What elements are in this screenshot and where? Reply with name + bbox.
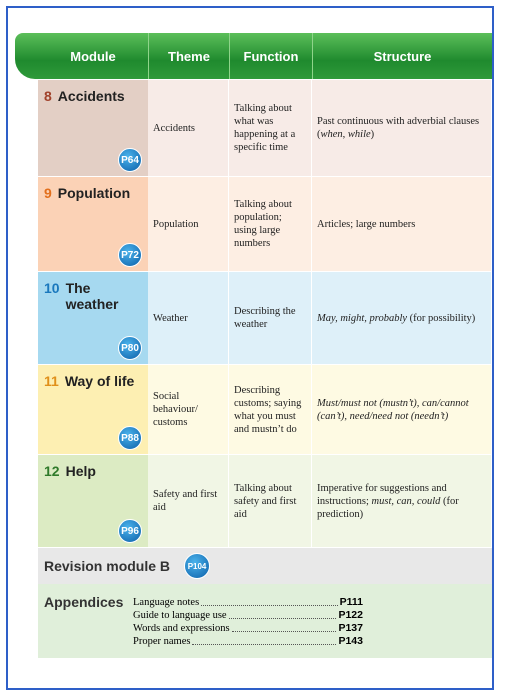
header-band [15, 33, 492, 79]
appendix-label: Language notes [133, 597, 200, 608]
appendix-entry: Words and expressions P137 [133, 622, 363, 635]
leader-dots [201, 596, 338, 606]
page-badge: P64 [118, 148, 142, 172]
structure-cell: Past continuous with adverbial clauses (… [312, 80, 492, 177]
page-badge: P96 [118, 519, 142, 543]
leader-dots [231, 622, 337, 632]
page-badge: P104 [184, 553, 211, 579]
appendix-label: Proper names [133, 636, 191, 647]
theme-cell: Social behaviour/ customs [148, 365, 229, 455]
leader-dots [228, 609, 337, 619]
function-cell: Describing customs; saying what you must… [229, 365, 312, 455]
page-badge: P80 [118, 336, 142, 360]
theme-cell: Safety and first aid [148, 455, 229, 548]
structure-text: Must/must not (mustn’t), can/cannot (can… [317, 397, 486, 423]
module-number: 11 [44, 373, 59, 389]
module-number: 8 [44, 88, 52, 104]
appendix-entry: Proper names P143 [133, 635, 363, 648]
leader-dots [192, 635, 337, 645]
structure-cell: Articles; large numbers [312, 177, 492, 272]
module-number: 12 [44, 463, 60, 479]
structure-segment: must, can, could [371, 495, 441, 507]
structure-text: Past continuous with adverbial clauses (… [317, 115, 486, 141]
structure-segment: Must/must not (mustn’t), can/cannot (can… [317, 397, 469, 422]
appendix-page: P143 [338, 635, 363, 647]
structure-cell: Imperative for suggestions and instructi… [312, 455, 492, 548]
module-cell: 8 Accidents [38, 80, 148, 177]
structure-segment: Imperative for suggestions and instructi… [317, 482, 447, 507]
module-title: The weather [65, 280, 119, 312]
module-title: Population [57, 185, 131, 201]
module-number: 10 [44, 280, 60, 296]
structure-cell: May, might, probably (for possibility) [312, 272, 492, 365]
structure-text: Imperative for suggestions and instructi… [317, 482, 486, 521]
structure-segment: , [342, 129, 348, 140]
structure-segment: Past continuous with adverbial clauses ( [317, 116, 480, 140]
function-cell: Describing the weather [229, 272, 312, 365]
structure-cell: Must/must not (mustn’t), can/cannot (can… [312, 365, 492, 455]
module-title: Accidents [57, 88, 125, 104]
module-title: Help [65, 463, 96, 479]
structure-segment: ) [370, 129, 375, 140]
column-header: Theme [148, 33, 229, 79]
theme-cell: Accidents [148, 80, 229, 177]
structure-segment: Articles; large numbers [317, 218, 416, 230]
appendix-page: P111 [339, 596, 363, 608]
appendix-label: Words and expressions [133, 623, 230, 634]
structure-segment: (for possibility) [407, 312, 476, 324]
page-badge: P72 [118, 243, 142, 267]
function-cell: Talking about safety and first aid [229, 455, 312, 548]
appendices-row: Appendices Language notes P111 Guide to lan… [38, 584, 492, 658]
structure-text: May, might, probably (for possibility) [317, 312, 475, 325]
structure-text: Articles; large numbers [317, 218, 415, 231]
function-cell: Talking about what was happening at a sp… [229, 80, 312, 177]
frame [6, 6, 494, 690]
column-header: Function [229, 33, 312, 79]
appendix-page: P137 [338, 622, 363, 634]
module-title: Way of life [64, 373, 135, 389]
structure-segment: while [347, 129, 371, 140]
appendix-label: Guide to language use [133, 610, 227, 621]
theme-cell: Weather [148, 272, 229, 365]
page-badge: P88 [118, 426, 142, 450]
appendix-entry: Language notes P111 [133, 596, 363, 609]
revision-title: Revision module B [44, 558, 171, 574]
column-header: Module [70, 48, 116, 64]
appendix-entry: Guide to language use P122 [133, 609, 363, 622]
structure-segment: (for prediction) [317, 495, 459, 520]
theme-cell: Population [148, 177, 229, 272]
structure-segment: when [320, 129, 343, 140]
function-cell: Talking about population; using large nu… [229, 177, 312, 272]
module-number: 9 [44, 185, 52, 201]
appendix-page: P122 [338, 609, 363, 621]
column-header: Structure [312, 33, 492, 79]
structure-segment: May, might, probably [317, 312, 408, 324]
revision-row: Revision module B P104 [38, 548, 492, 584]
appendices-title: Appendices [44, 594, 124, 610]
